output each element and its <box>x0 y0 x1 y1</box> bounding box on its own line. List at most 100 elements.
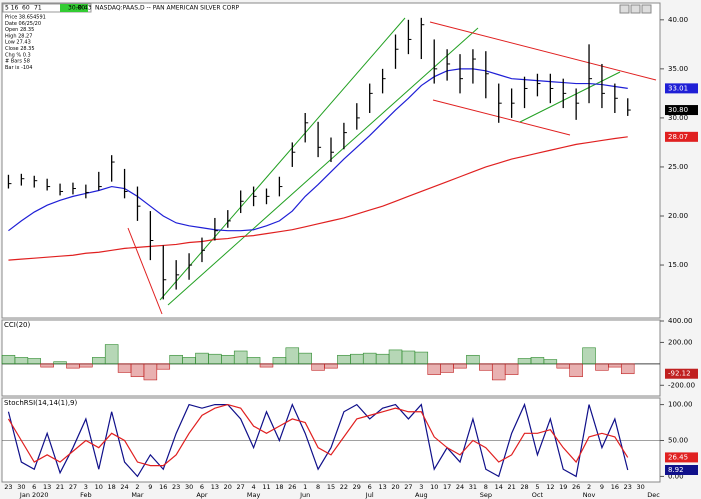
cci-bar <box>27 358 42 365</box>
trend-lines <box>127 17 657 315</box>
cci-bar <box>453 363 467 369</box>
cci-bar <box>556 363 570 369</box>
toolbar-text: 60 <box>22 5 30 12</box>
value-label: 28.07 <box>668 133 688 141</box>
toolbar-text: -0.43 <box>76 5 92 12</box>
x-tick-label: 16 <box>159 483 167 491</box>
window-button[interactable] <box>619 4 630 14</box>
cci-bar <box>595 363 609 371</box>
month-label: Apr <box>196 491 208 499</box>
cci-bar <box>169 354 183 365</box>
value-label-box <box>665 465 698 476</box>
value-label-box <box>665 105 698 116</box>
info-text: High 28.27 <box>5 33 32 39</box>
cci-bar <box>479 363 493 371</box>
cci-bar <box>272 357 287 365</box>
toolbar-text: 30.80 <box>68 5 85 12</box>
month-label: Jun <box>299 491 310 499</box>
cci-bar <box>582 347 596 365</box>
window-button[interactable] <box>641 4 652 14</box>
y-tick-label: 40.00 <box>668 16 688 24</box>
x-tick-label: 30 <box>637 483 645 491</box>
x-tick-label: 31 <box>469 483 477 491</box>
x-tick-label: 12 <box>546 483 554 491</box>
info-text: # Bars 58 <box>5 59 30 65</box>
cci-bar <box>92 357 106 365</box>
x-tick-label: 6 <box>368 483 372 491</box>
y-tick-label: -200.00 <box>668 381 695 389</box>
cci-bar <box>620 363 635 375</box>
cci-bar <box>285 347 300 365</box>
month-label: Dec <box>647 491 660 499</box>
month-label: Sep <box>480 491 492 499</box>
cci-bar <box>530 357 545 365</box>
chart-title: NASDAQ:PAAS,D -- PAN AMERICAN SILVER COR… <box>95 5 239 12</box>
x-tick-label: 29 <box>353 483 361 491</box>
info-text: Low 27.43 <box>5 40 31 46</box>
month-label: Jan 2020 <box>19 491 49 499</box>
cci-bar <box>504 363 519 375</box>
cci-panel <box>1 319 661 397</box>
x-tick-label: 24 <box>120 483 128 491</box>
value-label: 30.80 <box>668 106 688 114</box>
cci-bar <box>259 363 274 368</box>
y-tick-label: 15.00 <box>668 261 688 269</box>
cci-bar <box>1 354 16 365</box>
moving-average <box>8 136 628 261</box>
x-tick-label: 17 <box>443 483 451 491</box>
toolbar <box>2 3 92 13</box>
y-tick-label: 25.00 <box>668 163 688 171</box>
x-tick-label: 15 <box>327 483 335 491</box>
value-label: 33.01 <box>668 84 688 92</box>
cci-bar <box>350 353 364 365</box>
x-tick-label: 26 <box>288 483 296 491</box>
channel-line <box>159 17 406 301</box>
x-tick-label: 30 <box>185 483 193 491</box>
x-tick-label: 20 <box>224 483 232 491</box>
x-tick-label: 27 <box>404 483 412 491</box>
stochrsi-line <box>7 403 629 467</box>
cci-bar <box>233 350 248 365</box>
cci-bar <box>491 363 506 381</box>
cci-bar <box>195 352 209 365</box>
info-text: Price 38.654591 <box>5 15 46 21</box>
x-tick-label: 30 <box>17 483 25 491</box>
trend-line <box>429 21 657 81</box>
x-tick-label: 2 <box>135 483 139 491</box>
x-tick-label: 10 <box>430 483 438 491</box>
month-label: Mar <box>131 491 144 499</box>
x-tick-label: 20 <box>391 483 399 491</box>
cci-bar <box>143 363 158 381</box>
cci-bar <box>517 358 532 365</box>
month-label: Feb <box>80 491 92 499</box>
info-text: Bar ix -104 <box>5 65 32 71</box>
cci-bar <box>311 363 325 371</box>
x-tick-label: 18 <box>275 483 283 491</box>
cci-bar <box>53 361 67 365</box>
y-tick-label: 0.00 <box>668 472 684 480</box>
toolbar-text: 71 <box>34 5 42 12</box>
x-tick-label: 4 <box>252 483 256 491</box>
info-text: Date 06/25/20 <box>5 21 41 27</box>
panel-title: StochRSI(14,14(1),9) <box>4 399 77 407</box>
x-tick-label: 16 <box>611 483 619 491</box>
x-tick-label: 24 <box>456 483 464 491</box>
cci-bar <box>182 357 196 365</box>
cci-bar <box>104 344 119 365</box>
cci-bar <box>401 350 416 365</box>
cci-bar <box>298 352 312 365</box>
x-tick-label: 23 <box>624 483 632 491</box>
trend-line <box>519 71 621 123</box>
month-label: Jul <box>365 491 374 499</box>
month-label: Aug <box>415 491 428 499</box>
cci-bar <box>130 363 145 378</box>
value-label-box <box>665 368 698 379</box>
window-button[interactable] <box>630 4 641 14</box>
y-tick-label: 35.00 <box>668 65 688 73</box>
x-tick-label: 26 <box>572 483 580 491</box>
month-label: May <box>247 491 261 499</box>
panel-title: CCI(20) <box>4 321 30 329</box>
x-tick-label: 13 <box>43 483 51 491</box>
x-tick-label: 6 <box>200 483 204 491</box>
cci-bar <box>117 363 132 373</box>
